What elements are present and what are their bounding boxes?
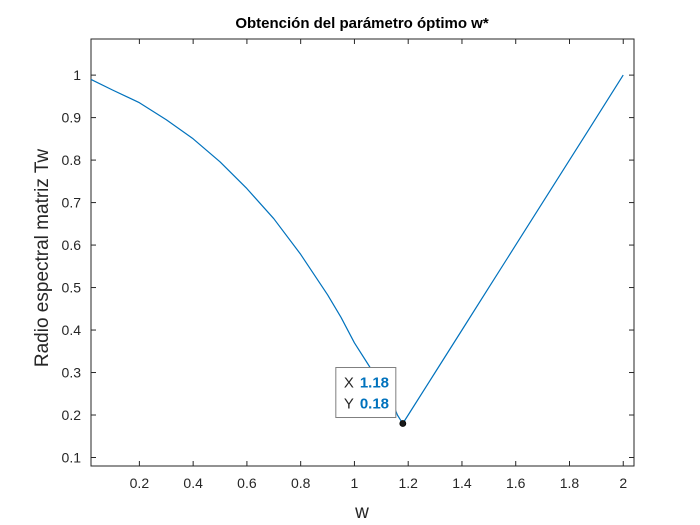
x-tick-label: 0.6 — [237, 475, 257, 491]
y-tick-label: 0.2 — [62, 407, 82, 423]
x-axis-ticks: 0.2 0.4 0.6 0.8 1 1.2 1.4 1.6 1.8 2 — [130, 39, 627, 491]
y-tick-label: 0.9 — [62, 110, 82, 126]
x-tick-label: 1.2 — [398, 475, 418, 491]
y-tick-label: 0.7 — [62, 195, 82, 211]
y-tick-label: 0.1 — [62, 450, 82, 466]
datatip-box — [335, 367, 397, 419]
datatip-y-value: 0.18 — [360, 396, 389, 413]
datatip-x-key: X — [344, 375, 354, 392]
datatip-x-value: 1.18 — [360, 375, 389, 392]
axes[interactable]: 0.2 0.4 0.6 0.8 1 1.2 1.4 1.6 1.8 2 0.10.20.30.40… — [62, 38, 635, 491]
x-tick-label: 1.8 — [560, 475, 580, 491]
y-axis-label: Radio espectral matriz Tw — [32, 149, 53, 368]
chart-title: Obtención del parámetro óptimo w* — [235, 15, 489, 32]
y-tick-label: 0.4 — [62, 322, 82, 338]
x-tick-label: 0.4 — [183, 475, 203, 491]
y-tick-label: 0.3 — [62, 365, 82, 381]
x-tick-label: 2 — [619, 475, 627, 491]
datatip-marker[interactable] — [399, 420, 407, 427]
y-tick-label: 0.6 — [62, 237, 82, 253]
y-tick-label: 0.8 — [62, 152, 82, 168]
x-tick-label: 0.2 — [130, 475, 150, 491]
x-axis-label: w — [354, 502, 369, 523]
x-tick-label: 0.8 — [291, 475, 311, 491]
x-tick-label: 1 — [351, 475, 359, 491]
datatip[interactable]: X 1.18 Y 0.18 — [335, 367, 407, 427]
x-tick-label: 1.6 — [506, 475, 526, 491]
y-tick-label: 0.5 — [62, 280, 82, 296]
datatip-y-key: Y — [344, 396, 354, 413]
y-axis-ticks: 0.1 0.2 0.3 0.4 0.5 0.6 0.7 0.8 0.9 1 — [62, 67, 634, 466]
x-tick-label: 1.4 — [452, 475, 472, 491]
y-tick-label: 1 — [73, 67, 81, 83]
